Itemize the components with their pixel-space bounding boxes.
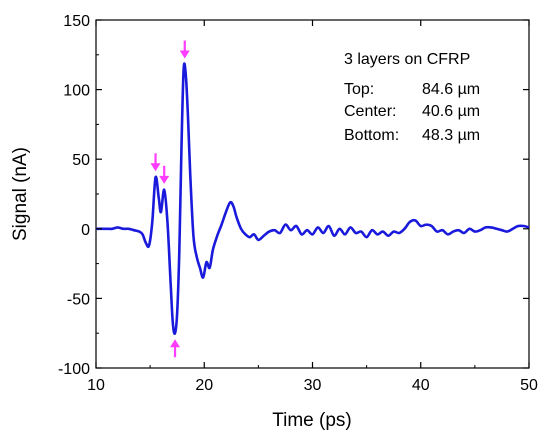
y-tick-label: -50: [67, 291, 90, 308]
series-group: [96, 62, 529, 335]
annotation-heading: 3 layers on CFRP: [344, 51, 470, 68]
x-tick-label: 40: [412, 377, 430, 394]
y-axis: -100 -50 0 50 100 150: [58, 13, 529, 378]
x-tick-label: 30: [304, 377, 322, 394]
y-tick-label: 100: [63, 83, 90, 100]
y-tick-label: 0: [81, 222, 90, 239]
x-tick-label: 10: [87, 377, 105, 394]
y-axis-title: Signal (nA): [10, 147, 31, 241]
arrows-group: [150, 40, 190, 358]
x-axis-title: Time (ps): [272, 410, 352, 431]
y-tick-label: 150: [63, 13, 90, 30]
y-tick-label: -100: [58, 361, 90, 378]
annotation-top-label: Top:: [344, 81, 374, 98]
annotation-bottom-label: Bottom:: [344, 127, 399, 144]
x-axis: 10 20 30 40 50: [87, 20, 538, 394]
annotation-box: 3 layers on CFRP Top: 84.6 µm Center: 40…: [344, 51, 480, 144]
y-tick-label: 50: [72, 152, 90, 169]
series-line: [96, 62, 529, 335]
annotation-center-value: 40.6 µm: [422, 103, 480, 120]
plot-area: [95, 19, 530, 369]
peak-arrow: [159, 165, 170, 184]
annotation-center-label: Center:: [344, 103, 396, 120]
x-tick-label: 50: [520, 377, 538, 394]
peak-arrow: [179, 40, 190, 59]
peak-arrow: [170, 339, 181, 358]
x-tick-label: 20: [195, 377, 213, 394]
annotation-top-value: 84.6 µm: [422, 81, 480, 98]
annotation-bottom-value: 48.3 µm: [422, 127, 480, 144]
plot-frame: [95, 19, 530, 369]
peak-arrow: [150, 153, 161, 172]
